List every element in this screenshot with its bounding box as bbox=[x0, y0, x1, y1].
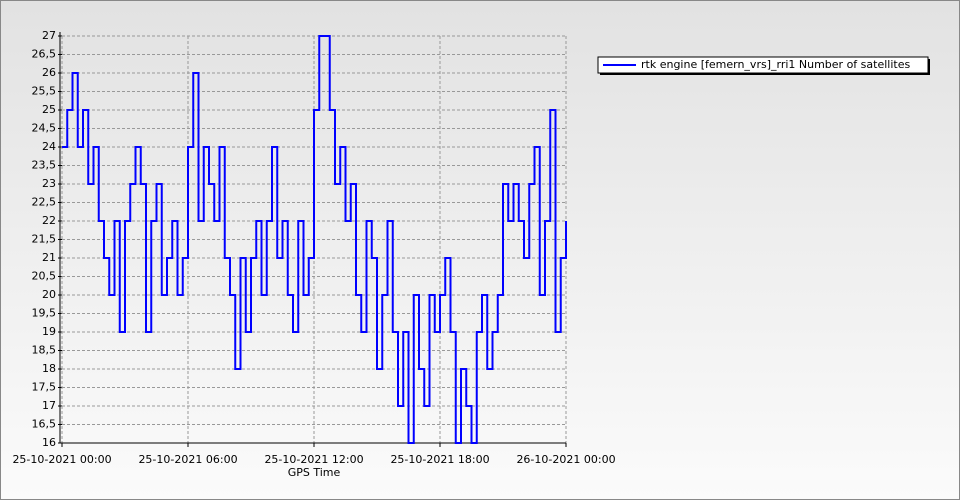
y-tick-label: 16,5 bbox=[32, 418, 57, 431]
y-tick-label: 25 bbox=[42, 103, 56, 116]
y-tick-label: 27 bbox=[42, 29, 56, 42]
y-tick-label: 19,5 bbox=[32, 307, 57, 320]
series-line bbox=[62, 35, 567, 444]
y-tick-label: 17,5 bbox=[32, 381, 57, 394]
y-tick-label: 26 bbox=[42, 66, 56, 79]
y-tick-label: 22,5 bbox=[32, 196, 57, 209]
x-axis-label: GPS Time bbox=[288, 466, 341, 479]
y-tick-label: 16 bbox=[42, 436, 56, 449]
x-tick-label: 25-10-2021 18:00 bbox=[390, 453, 489, 466]
x-tick-label: 25-10-2021 06:00 bbox=[138, 453, 237, 466]
y-tick-label: 17 bbox=[42, 399, 56, 412]
y-tick-label: 24,5 bbox=[32, 122, 57, 135]
legend-label: rtk engine [femern_vrs]_rri1 Number of s… bbox=[641, 58, 910, 71]
y-tick-label: 24 bbox=[42, 140, 56, 153]
y-tick-label: 18,5 bbox=[32, 344, 57, 357]
x-tick-label: 25-10-2021 12:00 bbox=[264, 453, 363, 466]
y-tick-label: 26,5 bbox=[32, 48, 57, 61]
y-tick-label: 21,5 bbox=[32, 233, 57, 246]
y-tick-label: 20 bbox=[42, 288, 56, 301]
y-tick-label: 22 bbox=[42, 214, 56, 227]
y-tick-label: 25,5 bbox=[32, 85, 57, 98]
legend-box bbox=[597, 56, 929, 74]
y-tick-label: 23 bbox=[42, 177, 56, 190]
y-tick-label: 18 bbox=[42, 362, 56, 375]
y-tick-label: 21 bbox=[42, 251, 56, 264]
y-tick-label: 23,5 bbox=[32, 159, 57, 172]
x-tick-label: 26-10-2021 00:00 bbox=[516, 453, 615, 466]
y-tick-label: 20,5 bbox=[32, 270, 57, 283]
x-tick-label: 25-10-2021 00:00 bbox=[12, 453, 111, 466]
y-tick-label: 19 bbox=[42, 325, 56, 338]
